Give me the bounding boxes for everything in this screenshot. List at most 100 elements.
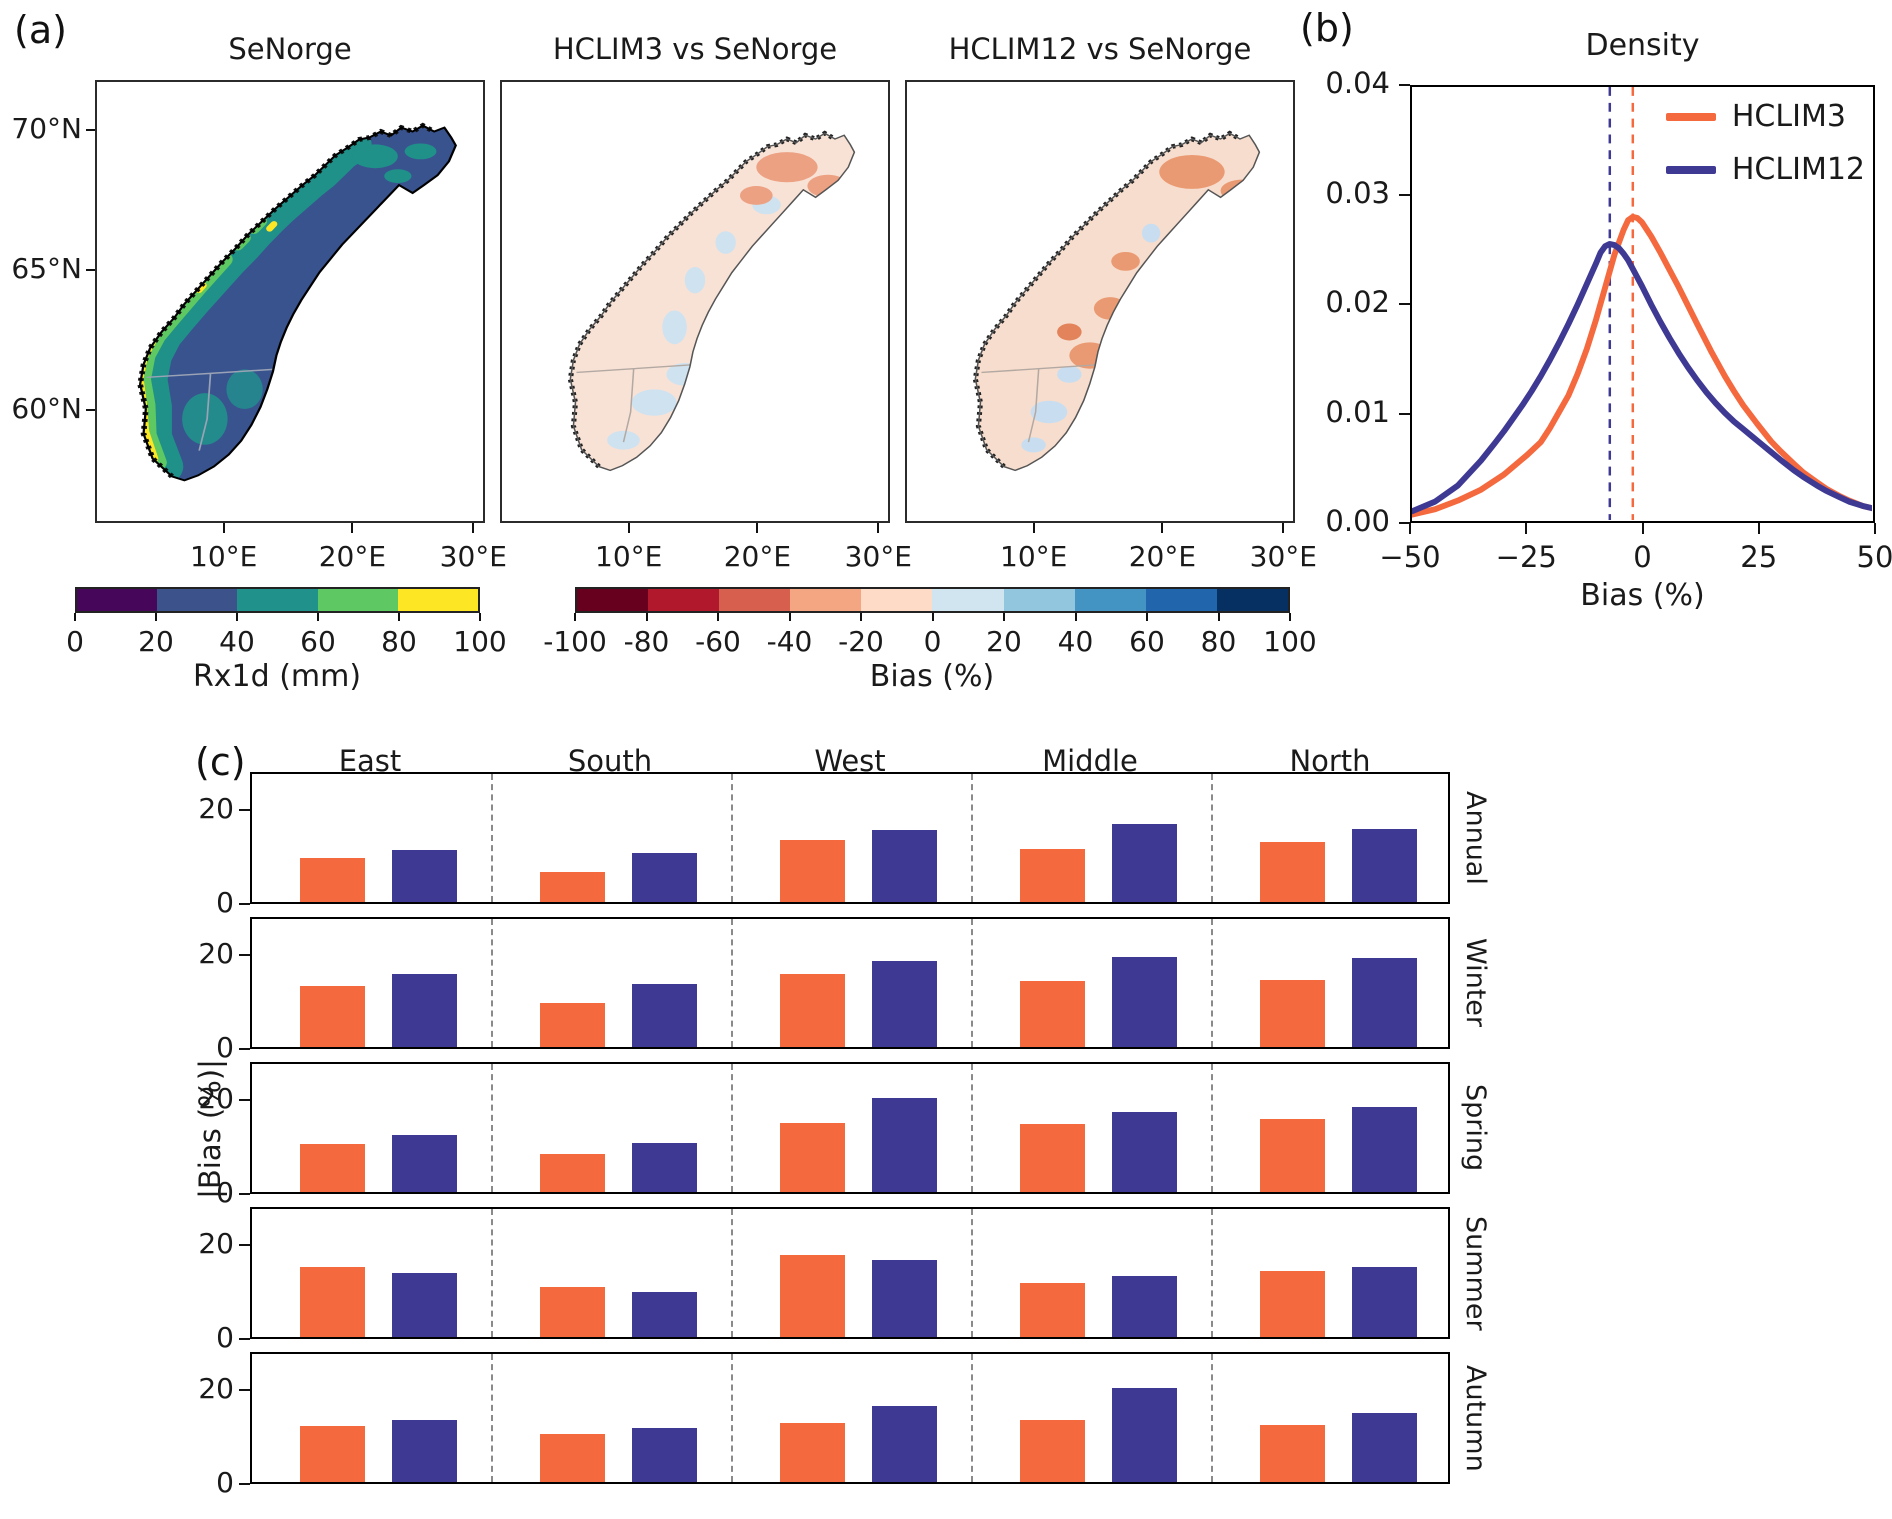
colorbar-tick-label: 40 — [1057, 625, 1094, 658]
bar-y-tick-label: 20 — [198, 1371, 234, 1405]
colorbar-segment — [577, 589, 649, 611]
density-x-tickmark — [1757, 523, 1760, 534]
bar-winter-west-hclim12 — [872, 960, 937, 1047]
lat-tick-label: 60°N — [11, 392, 82, 425]
legend-swatch-hclim3 — [1665, 112, 1716, 121]
density-curves — [1412, 87, 1872, 520]
colorbar-tick-label: 0 — [923, 625, 942, 658]
norway-map-rx1d — [97, 82, 457, 482]
region-separator — [731, 774, 733, 902]
bar-summer-middle-hclim3 — [1020, 1282, 1085, 1337]
colorbar-segment — [397, 589, 479, 611]
bar-y-tick-label: 20 — [198, 791, 234, 825]
panel-c-label: (c) — [195, 740, 246, 784]
bar-winter-south-hclim3 — [540, 1002, 605, 1047]
lon-tickmark — [1282, 523, 1285, 533]
lat-tickmark — [86, 409, 95, 411]
colorbar-tickmark — [398, 613, 400, 621]
colorbar-tick-label: 0 — [66, 625, 84, 658]
colorbar-tickmark — [645, 613, 648, 621]
bar-autumn-north-hclim3 — [1260, 1425, 1325, 1482]
bar-spring-north-hclim3 — [1260, 1118, 1325, 1192]
bar-y-tick-label: 0 — [216, 1466, 234, 1499]
map-hclim3-bias — [500, 80, 890, 523]
colorbar-tick-label: 40 — [219, 625, 255, 658]
bar-autumn-west-hclim3 — [780, 1422, 845, 1482]
colorbar-bias: -100 -80 -60 -40 -20 0 20 40 60 80 100 Bias (%) — [543, 587, 1317, 694]
region-separator — [491, 919, 493, 1047]
legend-item-hclim3: HCLIM3 — [1665, 99, 1846, 134]
colorbar-segment — [790, 589, 862, 611]
region-separator — [1211, 1354, 1213, 1482]
bar-y-tick-label: 0 — [216, 1321, 234, 1354]
bar-y-tickmark — [239, 1483, 250, 1485]
colorbar-segment — [1003, 589, 1075, 611]
region-separator — [1211, 919, 1213, 1047]
bar-spring-south-hclim3 — [540, 1154, 605, 1192]
colorbar-tickmark — [931, 613, 934, 621]
density-xlabel: Bias (%) — [1580, 578, 1705, 613]
map-title-hclim3: HCLIM3 vs SeNorge — [552, 32, 838, 66]
lon-tick-label: 30°E — [1249, 540, 1317, 573]
bar-y-tickmark — [239, 808, 250, 811]
region-separator — [971, 919, 973, 1047]
colorbar-tick-label: 100 — [453, 625, 507, 658]
region-separator — [731, 1064, 733, 1192]
bar-panel-summer — [250, 1207, 1450, 1339]
bar-y-tick-label: 0 — [216, 1031, 234, 1064]
density-curve-hclim3 — [1412, 213, 1872, 518]
colorbar-tick-label: -100 — [543, 625, 607, 658]
bar-autumn-middle-hclim12 — [1112, 1387, 1177, 1482]
lon-tickmark — [1032, 523, 1035, 533]
legend-label: HCLIM12 — [1731, 152, 1865, 187]
norway-map-hclim3 — [502, 82, 856, 472]
bar-y-tickmark — [239, 1048, 250, 1050]
bar-autumn-east-hclim12 — [392, 1420, 457, 1482]
lon-tick-label: 20°E — [1128, 540, 1197, 573]
bar-summer-middle-hclim12 — [1112, 1275, 1177, 1337]
colorbar-tick-label: 20 — [138, 625, 174, 658]
lon-tick-label: 10°E — [595, 540, 663, 573]
bar-summer-south-hclim12 — [632, 1291, 697, 1337]
region-separator — [971, 1354, 973, 1482]
row-label-autumn: Autumn — [1460, 1364, 1491, 1472]
density-x-tickmark — [1525, 523, 1528, 534]
bar-y-tickmark — [239, 1193, 250, 1195]
region-separator — [971, 1209, 973, 1337]
bar-annual-north-hclim12 — [1352, 828, 1417, 902]
lon-tick-label: 30°E — [439, 540, 507, 573]
colorbar-tickmark — [574, 613, 576, 621]
bar-winter-south-hclim12 — [632, 983, 697, 1047]
colorbar-tick-label: 20 — [986, 625, 1022, 658]
lat-tick-label: 70°N — [11, 112, 82, 145]
map-hclim12-bias — [905, 80, 1295, 523]
density-x-tick-label: −25 — [1495, 540, 1557, 574]
panel-b-label: (b) — [1300, 6, 1354, 50]
bar-winter-west-hclim3 — [780, 974, 845, 1047]
lon-tickmark — [1161, 523, 1164, 533]
row-label-spring: Spring — [1460, 1084, 1491, 1172]
bar-winter-middle-hclim12 — [1112, 956, 1177, 1047]
legend-swatch-hclim12 — [1665, 165, 1716, 174]
bar-annual-middle-hclim12 — [1112, 823, 1177, 902]
region-separator — [491, 1064, 493, 1192]
bar-annual-west-hclim3 — [780, 839, 845, 902]
lon-tickmark — [222, 523, 225, 533]
colorbar-segment — [157, 589, 238, 611]
bar-annual-east-hclim12 — [392, 850, 457, 902]
bar-spring-south-hclim12 — [632, 1142, 697, 1192]
map-title-hclim12: HCLIM12 vs SeNorge — [948, 32, 1252, 66]
density-x-tickmark — [1874, 523, 1876, 534]
bar-y-tickmark — [239, 1388, 250, 1391]
bar-y-tickmark — [239, 1243, 250, 1246]
colorbar-segment — [237, 589, 318, 611]
bar-winter-north-hclim3 — [1260, 979, 1325, 1047]
bar-y-tick-label: 0 — [216, 886, 234, 919]
density-x-tickmark — [1409, 523, 1411, 534]
bar-autumn-west-hclim12 — [872, 1406, 937, 1482]
bar-summer-north-hclim12 — [1352, 1266, 1417, 1337]
colorbar-segment — [1216, 589, 1288, 611]
colorbar-rx1d: 0 20 40 60 80 100 Rx1d (mm) — [66, 587, 507, 694]
lat-tickmark — [86, 129, 95, 131]
bar-y-tickmark — [239, 903, 250, 905]
